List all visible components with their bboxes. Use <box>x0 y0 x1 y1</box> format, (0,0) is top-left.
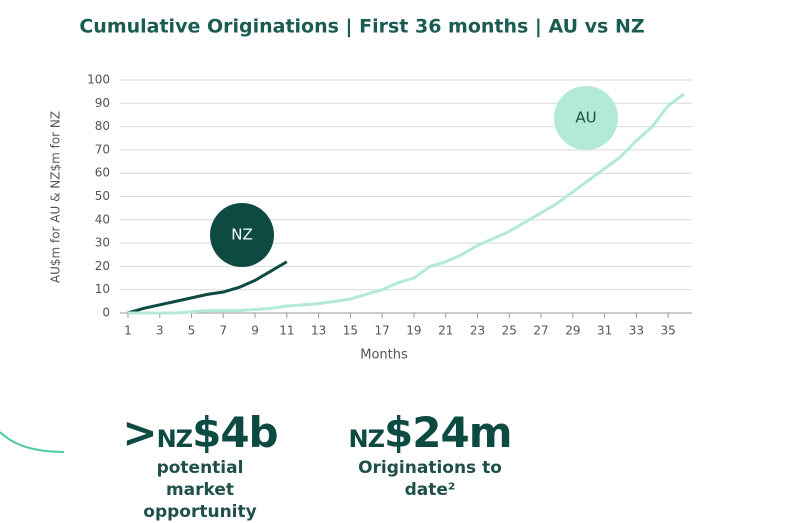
x-tick-label: 23 <box>470 324 485 338</box>
series-badge <box>554 86 618 150</box>
stat-label: potential market opportunity <box>143 458 257 522</box>
decor-curve <box>0 431 65 453</box>
stat-label: Originations to date² <box>358 458 502 500</box>
legend-label: AU <box>575 109 596 127</box>
y-axis-label: AU$m for AU & NZ$m for NZ <box>49 111 63 283</box>
legend-label: NZ <box>231 226 253 244</box>
x-tick-label: 13 <box>311 324 326 338</box>
chart: Cumulative Originations | First 36 month… <box>49 16 692 363</box>
y-tick-label: 100 <box>87 73 110 87</box>
x-tick-label: 29 <box>565 324 580 338</box>
stat-currency: NZ <box>156 425 193 453</box>
decor-line <box>0 431 65 453</box>
y-tick-label: 20 <box>95 259 110 273</box>
x-tick-label: 33 <box>629 324 644 338</box>
x-tick-label: 31 <box>597 324 612 338</box>
x-tick-label: 27 <box>533 324 548 338</box>
y-tick-label: 50 <box>95 189 110 203</box>
stat-prefix: > <box>122 408 157 457</box>
series-line <box>127 92 685 315</box>
stat-amount: $24m <box>384 408 512 457</box>
x-tick-label: 25 <box>502 324 517 338</box>
x-tick-label: 19 <box>406 324 421 338</box>
x-tick-label: 11 <box>279 324 294 338</box>
y-tick-label: 0 <box>102 306 110 320</box>
y-tick-label: 90 <box>95 96 110 110</box>
series-badge <box>210 203 274 267</box>
y-tick-label: 80 <box>95 119 110 133</box>
stat-2: NZ$24m Originations to date² <box>330 408 530 501</box>
x-tick-label: 15 <box>343 324 358 338</box>
stat-currency: NZ <box>348 425 385 453</box>
stat-value: >NZ$4b <box>110 408 290 457</box>
x-tick-label: 7 <box>219 324 227 338</box>
stat-1: >NZ$4b potential market opportunity <box>110 408 290 523</box>
x-tick-label: 3 <box>156 324 164 338</box>
x-tick-label: 35 <box>661 324 676 338</box>
x-tick-label: 17 <box>375 324 390 338</box>
chart-title: Cumulative Originations | First 36 month… <box>79 16 644 38</box>
y-tick-label: 60 <box>95 166 110 180</box>
x-tick-label: 5 <box>188 324 196 338</box>
stat-amount: $4b <box>192 408 279 457</box>
y-tick-label: 10 <box>95 282 110 296</box>
y-tick-label: 40 <box>95 212 110 226</box>
y-tick-label: 70 <box>95 142 110 156</box>
series-line <box>127 260 288 315</box>
x-tick-label: 9 <box>251 324 259 338</box>
x-tick-label: 1 <box>124 324 132 338</box>
stat-value: NZ$24m <box>330 408 530 457</box>
x-tick-label: 21 <box>438 324 453 338</box>
y-tick-label: 30 <box>95 236 110 250</box>
x-axis-label: Months <box>360 348 408 363</box>
